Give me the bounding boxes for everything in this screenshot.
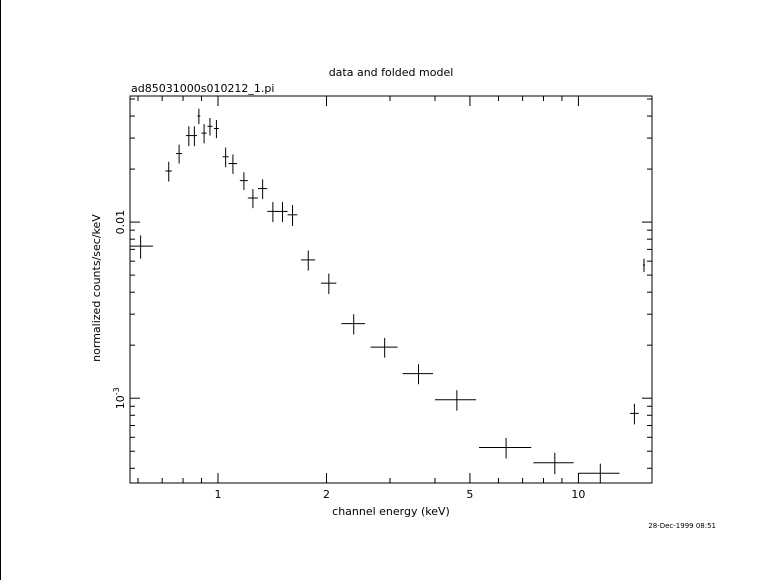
data-point [642,258,645,273]
data-point [370,337,398,358]
data-point [214,119,219,139]
data-points-layer [130,108,645,483]
plot-frame-layer [129,95,653,484]
y-tick-label: 0.01 [114,210,127,235]
x-tick-label: 1 [214,488,221,501]
plot-frame [129,95,653,484]
x-tick-label: 5 [466,488,473,501]
data-point [191,126,198,147]
data-point [402,364,434,385]
data-point [165,161,172,182]
data-point [130,235,153,259]
data-point [185,126,192,147]
data-point [201,124,207,144]
timestamp-label: 28-Dec-1999 08:51 [648,522,716,530]
data-point [629,403,639,425]
data-point [320,273,337,295]
data-point [228,154,238,174]
data-point [301,250,316,271]
axis-ticks-layer: 1 2 5 10 0.01 10-3 [112,96,652,501]
data-point [533,452,574,475]
data-point [222,147,229,168]
data-point [247,189,258,209]
data-point [434,390,477,411]
window-edge-line [0,0,1,580]
x-tick-label: 2 [323,488,330,501]
y-tick-label: 10-3 [112,387,127,409]
data-point [257,179,268,200]
data-point [578,463,620,483]
x-tick-label: 10 [571,488,585,501]
data-point [277,202,288,223]
chart-title: data and folded model [329,66,454,79]
data-point [176,144,183,164]
data-point [197,108,201,125]
data-point [287,205,298,227]
data-point [207,118,213,136]
data-point [341,314,366,335]
data-point [239,172,248,191]
data-point [479,437,532,459]
y-axis-label: normalized counts/sec/keV [90,214,103,362]
chart-subtitle: ad85031000s010212_1.pi [131,82,274,95]
x-axis-label: channel energy (keV) [332,505,450,518]
data-point [267,202,279,223]
